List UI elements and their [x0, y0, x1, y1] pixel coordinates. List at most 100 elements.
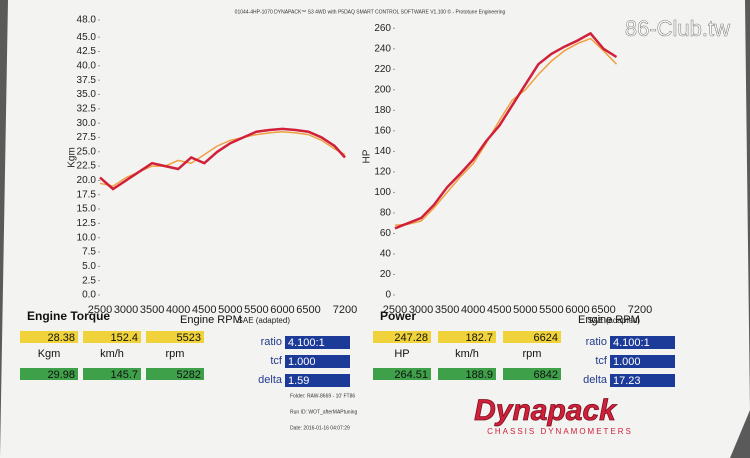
rpm-label: Engine RPM: [180, 314, 242, 326]
param-value: 17.23: [613, 375, 641, 387]
param-label: ratio: [261, 336, 282, 348]
x-tick-label: 6500: [296, 304, 320, 316]
y-tick-label: 40: [380, 249, 392, 260]
param-label: ratio: [586, 336, 607, 348]
x-tick-label: 7200: [333, 304, 357, 316]
unit: HP: [394, 348, 409, 360]
unit: rpm: [523, 348, 542, 360]
blue-cell: [285, 355, 350, 368]
green-cell: [503, 368, 561, 380]
logo: Dynapack: [474, 394, 617, 427]
blue-cell: [285, 374, 350, 387]
param-label: delta: [258, 374, 283, 386]
x-tick-label: 3000: [114, 304, 138, 316]
footer-line: Run ID: WOT_afterMAPtuning: [290, 409, 357, 415]
yellow-cell: [146, 331, 204, 343]
panel-title: Power: [380, 309, 416, 323]
y-tick-label: 35.0: [77, 89, 97, 100]
series-line: [394, 37, 618, 226]
x-tick-label: 6500: [591, 304, 615, 316]
footer-line: Folder: RAW-8669 - 10' FT86: [290, 393, 355, 399]
x-tick-label: 5000: [513, 304, 537, 316]
logo-tagline: CHASSIS DYNAMOMETERS: [487, 427, 633, 436]
y-tick-label: 45.0: [77, 32, 97, 43]
value: 145.7: [110, 369, 138, 381]
green-cell: [20, 368, 78, 380]
yellow-cell: [20, 331, 78, 343]
y-tick-label: 160: [374, 125, 391, 136]
x-tick-label: 6000: [565, 304, 589, 316]
y-tick-label: 80: [380, 208, 392, 219]
param-value: 4.100:1: [613, 337, 650, 349]
green-cell: [146, 368, 204, 380]
y-axis-label: HP: [362, 149, 373, 163]
unit: rpm: [166, 348, 185, 360]
value: 6624: [534, 332, 558, 344]
y-tick-label: 37.5: [77, 75, 97, 86]
x-tick-label: 4500: [487, 304, 511, 316]
y-tick-label: 220: [374, 64, 391, 75]
y-tick-label: 7.5: [82, 247, 96, 258]
value: 247.28: [394, 332, 428, 344]
y-tick-label: 27.5: [77, 132, 97, 143]
param-value: 1.000: [288, 356, 316, 368]
blue-cell: [285, 336, 350, 349]
unit: Kgm: [38, 348, 61, 360]
y-tick-label: 25.0: [77, 146, 97, 157]
x-tick-label: 4000: [166, 304, 190, 316]
value: 152.4: [110, 332, 138, 344]
x-tick-label: 6000: [270, 304, 294, 316]
y-axis-label: Kgm: [67, 147, 78, 168]
y-tick-label: 260: [374, 23, 391, 34]
x-tick-label: 7200: [628, 304, 652, 316]
x-tick-label: 3500: [435, 304, 459, 316]
param-label: tcf: [270, 355, 283, 367]
y-tick-label: 180: [374, 105, 391, 116]
y-tick-label: 10.0: [77, 232, 97, 243]
y-tick-label: 48.0: [77, 15, 97, 26]
footer-line: Date: 2016-01-16 04:07:29: [290, 425, 350, 431]
yellow-cell: [503, 331, 561, 343]
green-cell: [373, 368, 431, 380]
y-tick-label: 12.5: [77, 218, 97, 229]
y-tick-label: 15.0: [77, 204, 97, 215]
blue-cell: [610, 355, 675, 368]
y-tick-label: 0: [385, 290, 391, 301]
value: 6842: [534, 369, 558, 381]
y-tick-label: 120: [374, 167, 391, 178]
value: 29.98: [47, 369, 75, 381]
y-tick-label: 5.0: [82, 261, 96, 272]
rpm-label: Engine RPM: [578, 314, 640, 326]
series-line: [394, 31, 618, 230]
blue-cell: [610, 374, 675, 387]
blue-cell: [610, 336, 675, 349]
param-value: 1.000: [613, 356, 641, 368]
y-tick-label: 30.0: [77, 118, 97, 129]
value: 264.51: [394, 369, 428, 381]
y-tick-label: 200: [374, 84, 391, 95]
y-tick-label: 0.0: [82, 290, 96, 301]
value: 5282: [177, 369, 201, 381]
x-tick-label: 3000: [409, 304, 433, 316]
unit: km/h: [100, 348, 124, 360]
value: 28.38: [47, 332, 75, 344]
panel-title: Engine Torque: [27, 309, 110, 323]
x-tick-label: 4500: [192, 304, 216, 316]
sae-label: SAE (adapted): [238, 316, 291, 325]
yellow-cell: [438, 331, 496, 343]
y-tick-label: 17.5: [77, 189, 97, 200]
green-cell: [438, 368, 496, 380]
value: 188.9: [465, 369, 493, 381]
x-tick-label: 5000: [218, 304, 242, 316]
y-tick-label: 20.0: [77, 175, 97, 186]
y-tick-label: 100: [374, 187, 391, 198]
yellow-cell: [373, 331, 431, 343]
y-tick-label: 42.5: [77, 46, 97, 57]
green-cell: [83, 368, 141, 380]
yellow-cell: [83, 331, 141, 343]
x-tick-label: 5500: [539, 304, 563, 316]
unit: km/h: [455, 348, 479, 360]
y-tick-label: 60: [380, 228, 392, 239]
